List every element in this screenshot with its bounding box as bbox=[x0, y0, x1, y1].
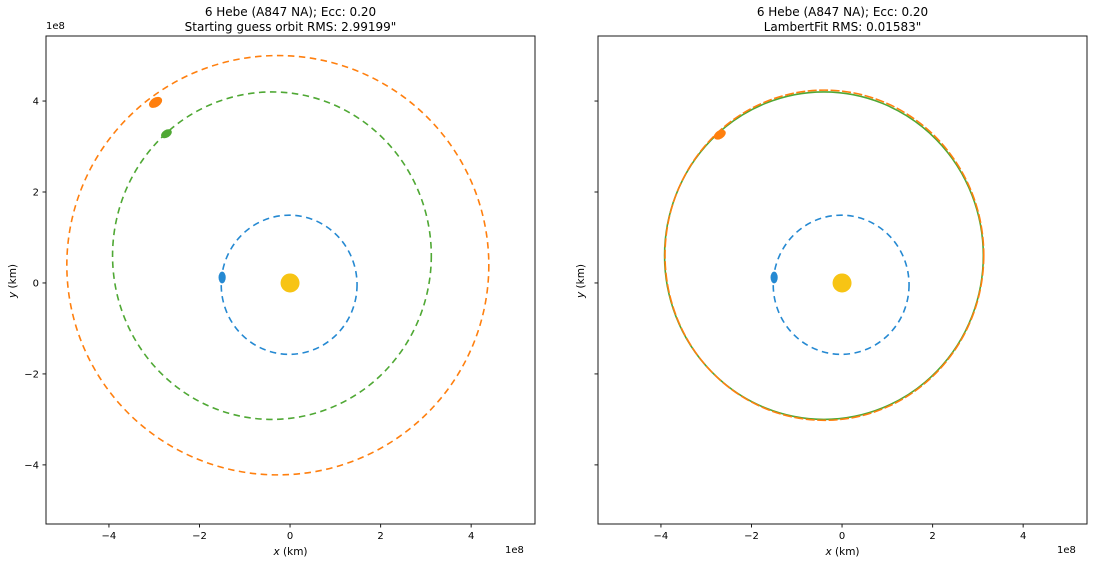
left-xlabel-unit: (km) bbox=[279, 546, 308, 558]
left-y-axis-label: y (km) bbox=[7, 251, 21, 311]
left-x-axis-label: x (km) bbox=[46, 546, 535, 558]
starting-guess-position bbox=[149, 96, 163, 108]
hebe-true-orbit bbox=[111, 91, 433, 421]
starting-guess-orbit bbox=[66, 54, 490, 476]
right-x-axis-offset-label: 1e8 bbox=[1057, 545, 1076, 556]
sun bbox=[832, 273, 852, 293]
y-tick-label: −2 bbox=[24, 369, 39, 380]
x-tick-label: 4 bbox=[1020, 531, 1026, 542]
left-x-axis-offset-label: 1e8 bbox=[505, 545, 524, 556]
right-plot-title-line1: 6 Hebe (A847 NA); Ecc: 0.20 bbox=[756, 5, 929, 19]
y-tick-label: 4 bbox=[33, 97, 39, 108]
left-ylabel-unit: (km) bbox=[7, 263, 19, 292]
right-plot-title-line2: LambertFit RMS: 0.01583" bbox=[763, 20, 922, 34]
right-ylabel-variable: y bbox=[575, 291, 587, 299]
x-tick-label: −2 bbox=[192, 531, 207, 542]
right-ylabel-unit: (km) bbox=[575, 263, 587, 292]
x-tick-label: 2 bbox=[377, 531, 383, 542]
earth-orbit bbox=[772, 214, 910, 356]
x-tick-label: 2 bbox=[929, 531, 935, 542]
y-tick-label: −4 bbox=[24, 460, 39, 471]
x-tick-label: −4 bbox=[654, 531, 669, 542]
x-tick-label: 4 bbox=[468, 531, 474, 542]
left-xlabel-variable: x bbox=[273, 546, 280, 558]
left-plot-title-line2: Starting guess orbit RMS: 2.99199" bbox=[184, 20, 397, 34]
right-xlabel-unit: (km) bbox=[831, 546, 860, 558]
earth-orbit bbox=[220, 214, 358, 356]
lambertfit-orbit bbox=[664, 89, 985, 422]
sun bbox=[280, 273, 300, 293]
y-tick-label: 2 bbox=[33, 187, 39, 198]
earth-position bbox=[770, 271, 778, 284]
y-tick-label: 0 bbox=[33, 278, 39, 289]
x-tick-label: 0 bbox=[287, 531, 293, 542]
left-ylabel-variable: y bbox=[7, 291, 19, 299]
hebe-true-orbit bbox=[663, 91, 985, 421]
left-plot-title-line1: 6 Hebe (A847 NA); Ecc: 0.20 bbox=[204, 5, 377, 19]
earth-position bbox=[218, 271, 226, 284]
lambertfit-position bbox=[713, 129, 726, 140]
right-x-axis-label: x (km) bbox=[598, 546, 1087, 558]
x-tick-label: −4 bbox=[102, 531, 117, 542]
x-tick-label: 0 bbox=[839, 531, 845, 542]
x-tick-label: −2 bbox=[744, 531, 759, 542]
hebe-observed-position bbox=[161, 129, 172, 139]
left-plot-title: 6 Hebe (A847 NA); Ecc: 0.20 Starting gue… bbox=[46, 5, 535, 35]
right-plot-title: 6 Hebe (A847 NA); Ecc: 0.20 LambertFit R… bbox=[598, 5, 1087, 35]
right-y-axis-label: y (km) bbox=[575, 251, 589, 311]
right-xlabel-variable: x bbox=[825, 546, 832, 558]
left-y-axis-offset-label: 1e8 bbox=[46, 21, 65, 32]
